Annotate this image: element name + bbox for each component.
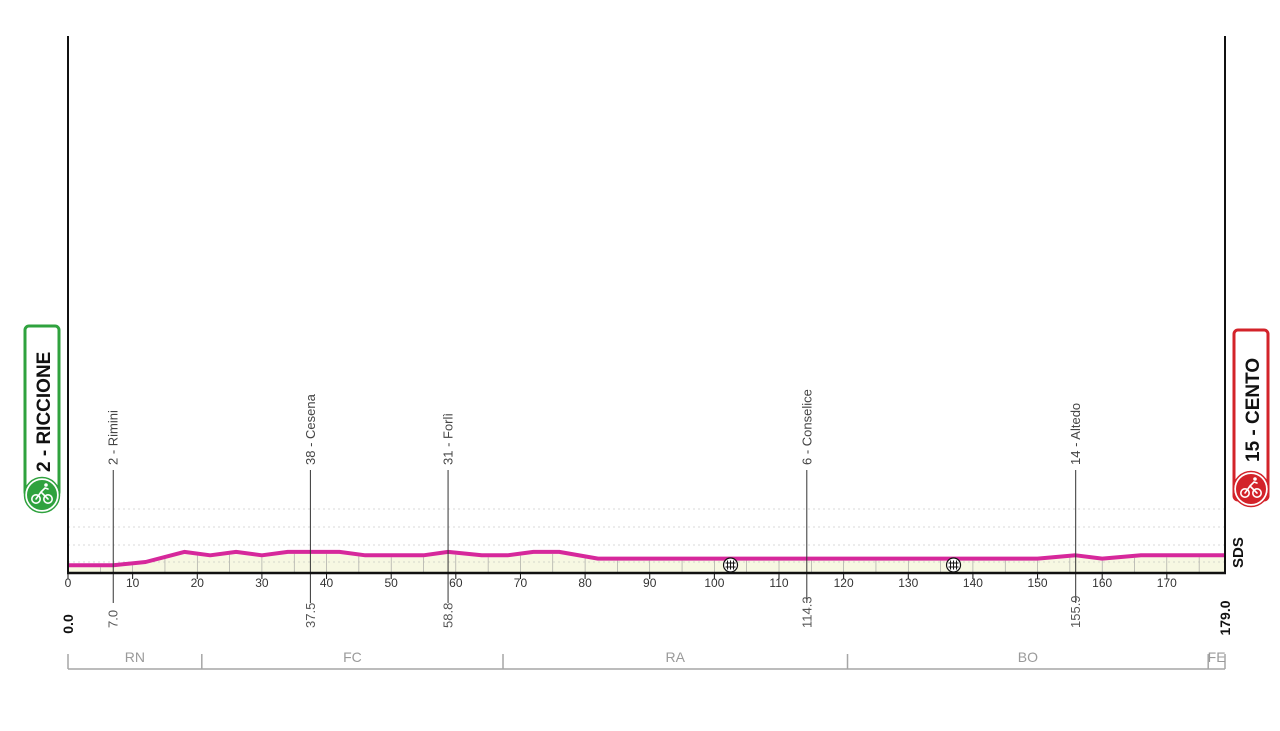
waypoints-layer: 2 - Rimini 38 - Cesena 31 - Forlì 6 - Conse… <box>106 389 1083 603</box>
start-badge: 2 - RICCIONE <box>23 324 61 514</box>
x-tick-label: 40 <box>320 576 334 590</box>
x-tick-label: 70 <box>514 576 528 590</box>
province-bar: RN FC RA BO FE <box>67 649 1226 670</box>
km-labels: 7.0 37.5 58.8 114.3 155.9 <box>106 595 1083 628</box>
province-label: FE <box>1208 649 1226 665</box>
rail-crossings <box>722 557 962 573</box>
x-tick-label: 160 <box>1092 576 1112 590</box>
x-tick-label: 130 <box>898 576 918 590</box>
railway-crossing-icon <box>945 557 962 573</box>
cyclist-finish-icon <box>1232 470 1270 508</box>
profile-line <box>68 549 1225 568</box>
waypoint-label: 6 - Conselice <box>799 389 814 465</box>
profile-gridlines <box>68 508 1225 572</box>
province-label: BO <box>1018 649 1038 665</box>
x-tick-label: 150 <box>1028 576 1048 590</box>
x-tick-label: 140 <box>963 576 983 590</box>
waypoint-label: 31 - Forlì <box>441 413 456 465</box>
x-tick-label: 50 <box>385 576 399 590</box>
waypoint-label: 2 - Rimini <box>106 410 121 465</box>
x-tick-label: 60 <box>449 576 463 590</box>
x-tick-label: 100 <box>704 576 724 590</box>
railway-crossing-icon <box>722 557 739 573</box>
cyclist-icon <box>23 476 61 514</box>
x-tick-label: 0 <box>65 576 72 590</box>
waypoint-label: 38 - Cesena <box>303 393 318 465</box>
waypoint-km-label: 37.5 <box>303 603 318 628</box>
profile-area <box>68 551 1225 572</box>
profile-layer <box>68 508 1225 572</box>
waypoint-km-label: 155.9 <box>1068 595 1083 628</box>
x-tick-label: 20 <box>191 576 205 590</box>
start-label: 2 - RICCIONE <box>34 352 55 472</box>
waypoint-km-label: 114.3 <box>799 596 814 628</box>
waypoint-label: 14 - Altedo <box>1068 403 1083 465</box>
x-tick-label: 10 <box>126 576 140 590</box>
province-label: FC <box>343 649 362 665</box>
start-km-label: 0.0 <box>60 614 76 634</box>
x-tick-label: 110 <box>769 576 788 590</box>
x-tick-label: 80 <box>578 576 592 590</box>
waypoint-km-label: 7.0 <box>106 610 121 628</box>
finish-km-label: 179.0 <box>1217 600 1233 635</box>
x-tick-label: 170 <box>1157 576 1177 590</box>
x-axis-ticks: 0 10 20 30 40 50 60 70 80 90 100 110 120 130 140 150 160… <box>65 573 1177 590</box>
x-tick-label: 90 <box>643 576 657 590</box>
finish-badge: 15 - CENTO <box>1232 328 1270 508</box>
finish-label: 15 - CENTO <box>1243 358 1264 462</box>
province-label: RN <box>125 649 145 665</box>
x-tick-label: 30 <box>255 576 269 590</box>
sds-logo: SDS <box>1230 537 1247 568</box>
x-tick-label: 120 <box>834 576 854 590</box>
province-label: RA <box>666 649 686 665</box>
waypoint-km-label: 58.8 <box>441 603 456 628</box>
